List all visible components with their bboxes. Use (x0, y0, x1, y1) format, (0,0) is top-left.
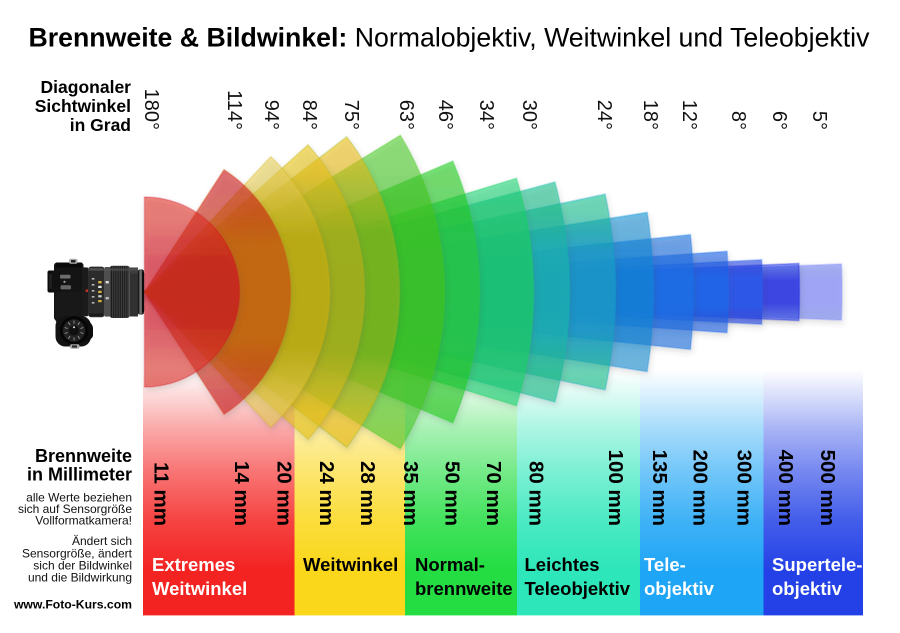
svg-text:63°: 63° (395, 100, 417, 130)
svg-text:35 mm: 35 mm (399, 461, 422, 526)
svg-text:Brennweite & Bildwinkel: Norma: Brennweite & Bildwinkel: Normalobjektiv,… (29, 23, 871, 53)
svg-text:sich der Bildwinkel: sich der Bildwinkel (33, 559, 132, 573)
svg-text:objektiv: objektiv (644, 578, 715, 599)
svg-text:50 mm: 50 mm (441, 461, 464, 526)
svg-text:114°: 114° (223, 90, 245, 130)
svg-text:75°: 75° (340, 100, 362, 130)
svg-text:12°: 12° (678, 100, 700, 130)
svg-text:Sensorgröße, ändert: Sensorgröße, ändert (22, 546, 133, 560)
svg-text:und die Bildwirkung: und die Bildwirkung (28, 571, 132, 585)
svg-text:in Millimeter: in Millimeter (27, 465, 132, 485)
svg-text:Brennweite: Brennweite (35, 446, 132, 466)
svg-text:Diagonaler: Diagonaler (41, 77, 132, 97)
svg-text:11 mm: 11 mm (150, 462, 173, 526)
svg-text:20 mm: 20 mm (273, 461, 296, 526)
svg-text:Supertele-: Supertele- (772, 554, 862, 575)
svg-text:300 mm: 300 mm (733, 450, 756, 526)
svg-text:135 mm: 135 mm (648, 450, 671, 526)
svg-text:objektiv: objektiv (772, 578, 843, 599)
svg-text:Sichtwinkel: Sichtwinkel (35, 96, 131, 116)
svg-text:in Grad: in Grad (70, 115, 131, 135)
svg-text:Ändert sich: Ändert sich (72, 534, 132, 548)
svg-text:180°: 180° (140, 89, 162, 130)
svg-text:84°: 84° (298, 100, 320, 130)
svg-text:www.Foto-Kurs.com: www.Foto-Kurs.com (13, 597, 132, 611)
svg-text:sich auf Sensorgröße: sich auf Sensorgröße (18, 502, 132, 516)
svg-text:94°: 94° (260, 100, 282, 130)
svg-text:Weitwinkel: Weitwinkel (303, 554, 398, 575)
svg-text:46°: 46° (434, 100, 456, 130)
svg-text:brennweite: brennweite (415, 578, 513, 599)
svg-text:24°: 24° (593, 100, 615, 130)
svg-text:100 mm: 100 mm (604, 450, 627, 526)
svg-text:8°: 8° (727, 111, 749, 130)
svg-text:18°: 18° (639, 100, 661, 130)
svg-text:6°: 6° (768, 111, 790, 130)
svg-text:Extremes: Extremes (152, 554, 235, 575)
svg-text:Normal-: Normal- (415, 554, 485, 575)
svg-text:80 mm: 80 mm (525, 461, 548, 526)
svg-text:400 mm: 400 mm (774, 450, 797, 526)
svg-text:Vollformatkamera!: Vollformatkamera! (35, 514, 132, 528)
svg-text:500 mm: 500 mm (816, 450, 839, 526)
svg-text:70 mm: 70 mm (482, 461, 505, 526)
svg-text:14 mm: 14 mm (230, 461, 253, 526)
svg-text:Teleobjektiv: Teleobjektiv (525, 578, 631, 599)
svg-text:200 mm: 200 mm (689, 450, 712, 526)
svg-text:30°: 30° (518, 100, 540, 130)
svg-text:34°: 34° (475, 100, 497, 130)
svg-text:alle Werte beziehen: alle Werte beziehen (26, 490, 132, 504)
svg-text:28 mm: 28 mm (356, 461, 379, 526)
svg-text:5°: 5° (808, 111, 830, 130)
svg-text:Tele-: Tele- (644, 554, 686, 575)
svg-text:24 mm: 24 mm (315, 461, 338, 526)
svg-text:Weitwinkel: Weitwinkel (152, 578, 247, 599)
svg-text:Leichtes: Leichtes (525, 554, 600, 575)
